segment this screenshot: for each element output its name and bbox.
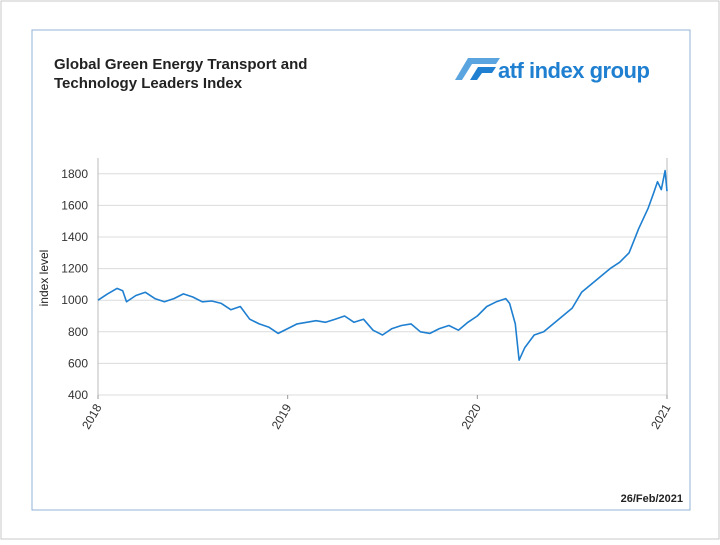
y-tick-label: 1600: [61, 198, 88, 212]
date-note: 26/Feb/2021: [621, 493, 683, 505]
y-tick-label: 800: [68, 325, 88, 339]
y-tick-label: 1400: [61, 230, 88, 244]
card-frame: [31, 29, 691, 511]
chart-title: Technology Leaders Index: [54, 75, 243, 92]
logo-text: atf index group: [498, 58, 649, 83]
y-tick-label: 1800: [61, 167, 88, 181]
series-line: [97, 169, 668, 361]
y-axis-label: index level: [37, 250, 51, 307]
y-tick-label: 600: [68, 356, 88, 370]
y-tick-label: 400: [68, 388, 88, 402]
y-tick-label: 1000: [61, 293, 88, 307]
chart-title: Global Green Energy Transport and: [54, 56, 307, 73]
logo-mark: [470, 67, 496, 80]
logo-mark: [455, 58, 500, 80]
y-tick-label: 1200: [61, 262, 88, 276]
logo: [455, 58, 500, 80]
